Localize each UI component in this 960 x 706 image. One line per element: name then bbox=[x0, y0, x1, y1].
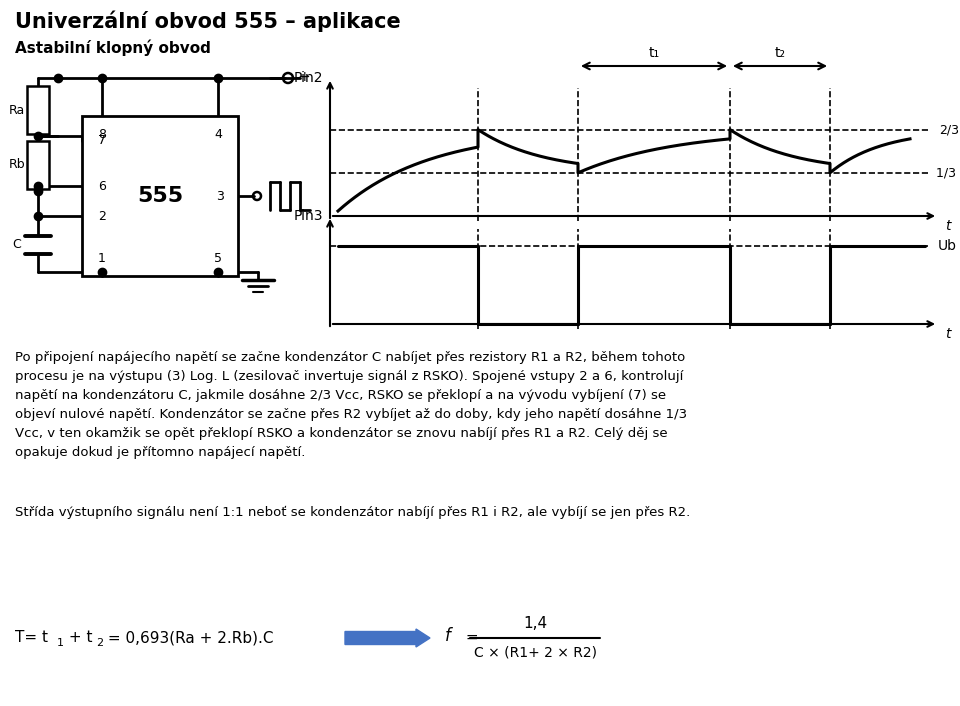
Text: +: + bbox=[298, 70, 310, 84]
Text: 7: 7 bbox=[98, 135, 106, 148]
Text: t: t bbox=[946, 327, 950, 341]
Bar bbox=[27, 86, 49, 134]
Text: Rb: Rb bbox=[9, 159, 25, 172]
Text: Po připojení napájecího napětí se začne kondenzátor C nabíjet přes rezistory R1 : Po připojení napájecího napětí se začne … bbox=[15, 351, 687, 459]
Text: = 0,693(Ra + 2.Rb).C: = 0,693(Ra + 2.Rb).C bbox=[103, 630, 274, 645]
Text: Univerzální obvod 555 – aplikace: Univerzální obvod 555 – aplikace bbox=[15, 11, 400, 32]
Text: Pin2: Pin2 bbox=[293, 71, 323, 85]
Text: 8: 8 bbox=[98, 128, 106, 140]
Text: 555: 555 bbox=[137, 186, 183, 206]
Text: 2/3Ub: 2/3Ub bbox=[940, 123, 960, 136]
FancyArrow shape bbox=[345, 629, 430, 647]
Text: t₂: t₂ bbox=[775, 46, 785, 60]
Text: 2: 2 bbox=[98, 210, 106, 222]
Text: 1: 1 bbox=[57, 638, 64, 648]
Text: 1/3 Ub: 1/3 Ub bbox=[935, 167, 960, 179]
Text: 1: 1 bbox=[98, 251, 106, 265]
Text: t₁: t₁ bbox=[648, 46, 660, 60]
Bar bbox=[27, 141, 49, 189]
Text: T= t: T= t bbox=[15, 630, 48, 645]
Text: + t: + t bbox=[64, 630, 92, 645]
Text: 4: 4 bbox=[214, 128, 222, 140]
Text: 6: 6 bbox=[98, 179, 106, 193]
Text: =: = bbox=[461, 630, 479, 645]
Bar bbox=[82, 116, 238, 276]
Text: Pin3: Pin3 bbox=[293, 209, 323, 223]
Text: t: t bbox=[946, 219, 950, 233]
Text: 5: 5 bbox=[214, 251, 222, 265]
Text: C: C bbox=[12, 239, 21, 251]
Text: Ra: Ra bbox=[9, 104, 25, 116]
Text: f: f bbox=[445, 627, 451, 645]
Text: Střída výstupního signálu není 1:1 neboť se kondenzátor nabíjí přes R1 i R2, ale: Střída výstupního signálu není 1:1 neboť… bbox=[15, 506, 690, 519]
Text: 3: 3 bbox=[216, 189, 224, 203]
Text: 1,4: 1,4 bbox=[523, 616, 547, 630]
Text: 2: 2 bbox=[96, 638, 103, 648]
Text: Ub: Ub bbox=[938, 239, 956, 253]
Text: C × (R1+ 2 × R2): C × (R1+ 2 × R2) bbox=[473, 646, 596, 660]
Text: Astabilní klopný obvod: Astabilní klopný obvod bbox=[15, 40, 211, 56]
